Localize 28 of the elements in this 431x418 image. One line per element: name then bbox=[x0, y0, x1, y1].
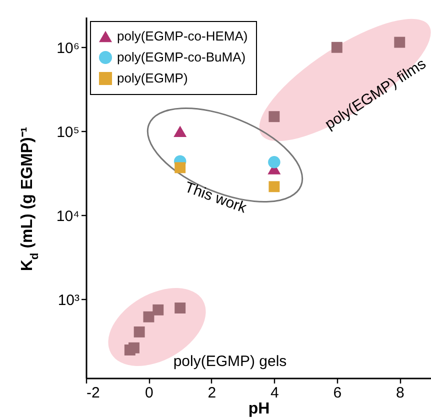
point bbox=[143, 311, 154, 322]
annotation: poly(EGMP) gels bbox=[173, 353, 287, 370]
x-axis-title: pH bbox=[248, 400, 270, 418]
y-tick-label: 10⁵ bbox=[56, 124, 80, 141]
legend-label: poly(EGMP-co-BuMA) bbox=[117, 50, 246, 64]
x-tick-label: 2 bbox=[208, 384, 216, 402]
point bbox=[174, 162, 186, 174]
point bbox=[268, 181, 280, 192]
x-tick-label: 4 bbox=[270, 384, 279, 402]
legend-label: poly(EGMP-co-HEMA) bbox=[117, 28, 248, 44]
point bbox=[394, 36, 406, 48]
point bbox=[128, 342, 140, 354]
point bbox=[331, 42, 342, 53]
x-tick-label: 6 bbox=[333, 384, 342, 402]
legend-label: poly(EGMP) bbox=[117, 70, 188, 86]
point bbox=[268, 156, 280, 168]
point bbox=[268, 111, 280, 122]
point bbox=[174, 302, 186, 314]
point bbox=[134, 326, 145, 338]
point bbox=[174, 126, 187, 138]
x-tick-label: -2 bbox=[86, 384, 100, 402]
y-tick-label: 10⁴ bbox=[56, 208, 80, 225]
y-tick-label: 10⁶ bbox=[56, 40, 80, 57]
x-tick-label: 0 bbox=[145, 384, 154, 402]
x-tick-label: 8 bbox=[396, 384, 404, 402]
y-tick-label: 10³ bbox=[58, 292, 80, 309]
point bbox=[152, 304, 164, 316]
annotation: This work bbox=[182, 178, 250, 217]
